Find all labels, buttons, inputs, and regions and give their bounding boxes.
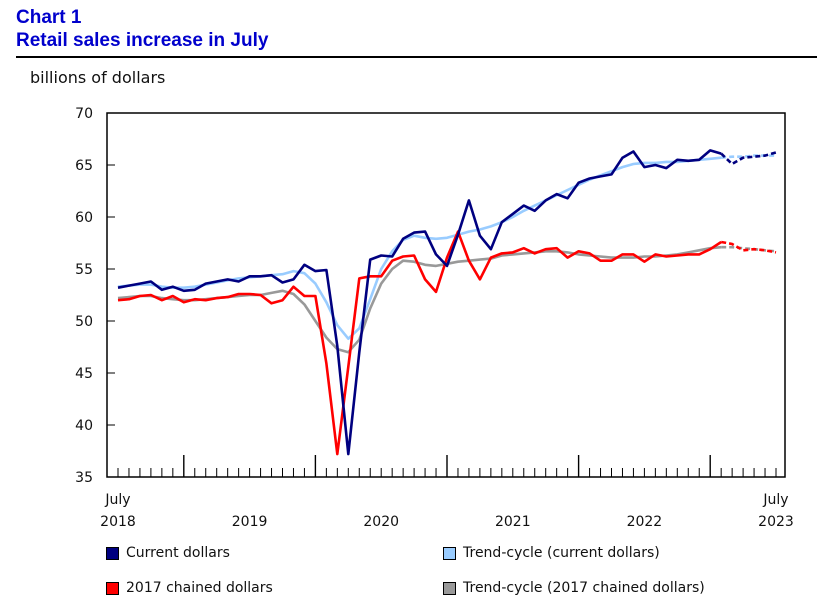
y-tick-label: 70 (75, 106, 93, 122)
series-line-current-dollars (117, 149, 722, 456)
chart-number: Chart 1 (16, 7, 82, 28)
series-line-trend-current (117, 156, 722, 341)
series-layer (117, 149, 777, 456)
x-tick-month-label: July (104, 492, 130, 508)
legend-label-trend-chained: Trend-cycle (2017 chained dollars) (463, 580, 705, 596)
series-line-preliminary-trend-chained (721, 245, 777, 253)
legend-trend-current: Trend-cycle (current dollars) (443, 545, 660, 561)
legend-swatch-trend-chained (443, 581, 456, 595)
legend-label-chained-dollars: 2017 chained dollars (126, 580, 273, 596)
series-line-chained-dollars (117, 230, 722, 456)
series-line-preliminary-chained-dollars (720, 240, 777, 254)
y-tick-label: 40 (75, 418, 93, 434)
legend-label-current-dollars: Current dollars (126, 545, 230, 561)
x-tick-year-label: 2020 (363, 514, 399, 530)
x-tick-year-label: 2022 (627, 514, 663, 530)
y-axis-unit-label: billions of dollars (30, 68, 166, 87)
y-tick-label: 55 (75, 262, 93, 278)
series-line-preliminary-current-dollars (720, 151, 777, 166)
chart-title-block: Chart 1 Retail sales increase in July (16, 6, 268, 52)
legend-swatch-current-dollars (106, 546, 119, 560)
legend-label-trend-current: Trend-cycle (current dollars) (463, 545, 660, 561)
x-tick-month-label: July (762, 492, 788, 508)
legend-swatch-chained-dollars (106, 581, 119, 595)
legend-current-dollars: Current dollars (106, 545, 230, 561)
y-tick-label: 45 (75, 366, 93, 382)
x-axis: July 2018 2019 2020 2021 2022 July 2023 (100, 455, 794, 530)
x-tick-year-label: 2021 (495, 514, 531, 530)
title-divider (16, 56, 817, 58)
chart-title: Retail sales increase in July (16, 30, 269, 51)
legend-chained-dollars: 2017 chained dollars (106, 580, 273, 596)
plot-frame (106, 112, 786, 478)
x-tick-year-label: 2019 (232, 514, 268, 530)
x-tick-year-label: 2023 (758, 514, 794, 530)
y-tick-label: 60 (75, 210, 93, 226)
x-tick-year-label: 2018 (100, 514, 136, 530)
y-tick-label: 65 (75, 158, 93, 174)
y-axis: 35 40 45 50 55 60 65 70 (75, 106, 115, 486)
legend-swatch-trend-current (443, 546, 456, 560)
y-tick-label: 35 (75, 470, 93, 486)
y-tick-label: 50 (75, 314, 93, 330)
legend-trend-chained: Trend-cycle (2017 chained dollars) (443, 580, 705, 596)
